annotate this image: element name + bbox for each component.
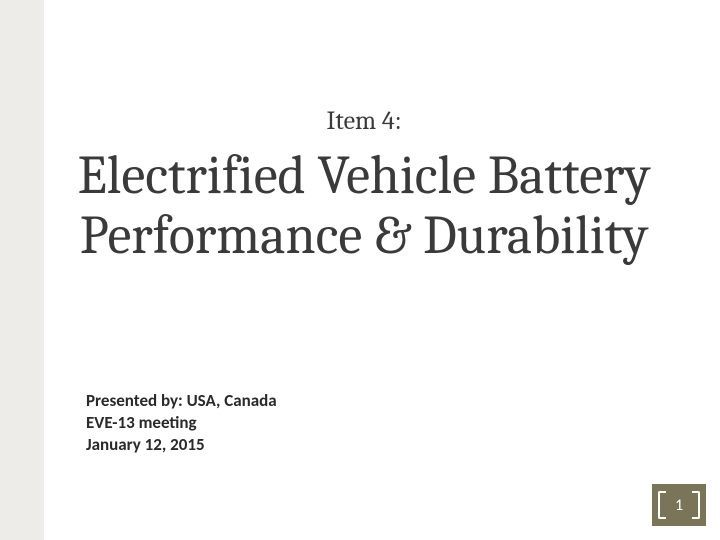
meeting-name: EVE-13 meeting xyxy=(86,412,277,434)
slide-title: Electrified Vehicle Battery Performance … xyxy=(44,146,684,267)
meeting-date: January 12, 2015 xyxy=(86,434,277,456)
slide-content: Item 4: Electrified Vehicle Battery Perf… xyxy=(44,0,720,540)
bracket-right-icon xyxy=(692,491,700,519)
presented-by: Presented by: USA, Canada xyxy=(86,390,277,412)
item-label: Item 4: xyxy=(44,106,684,136)
page-number-badge: 1 xyxy=(652,484,706,526)
page-number: 1 xyxy=(675,496,683,515)
meta-block: Presented by: USA, Canada EVE-13 meeting… xyxy=(86,390,277,456)
left-accent-bar xyxy=(0,0,44,540)
bracket-left-icon xyxy=(658,491,666,519)
